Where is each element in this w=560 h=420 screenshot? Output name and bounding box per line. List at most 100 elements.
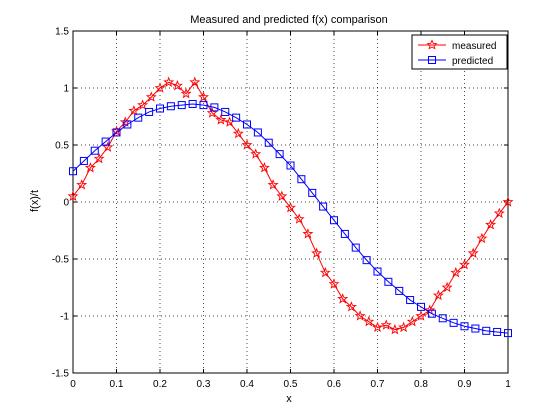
data-point-predicted (482, 326, 491, 335)
x-tick-label: 0.4 (240, 379, 254, 390)
data-point-measured (276, 190, 288, 201)
data-point-measured (380, 319, 392, 330)
data-point-measured (441, 281, 453, 293)
data-point-predicted (460, 322, 469, 331)
data-point-measured (476, 232, 488, 244)
data-point-predicted (90, 146, 99, 155)
x-tick-label: 0.9 (458, 379, 472, 390)
data-point-measured (198, 91, 209, 102)
data-point-measured (459, 258, 470, 270)
data-point-measured (485, 219, 497, 230)
data-point-predicted (373, 267, 382, 276)
data-point-measured (241, 139, 253, 150)
data-point-predicted (297, 175, 306, 184)
data-point-measured (128, 105, 140, 116)
data-point-predicted (330, 216, 338, 225)
data-point-measured (145, 91, 157, 102)
x-tick-label: 1 (505, 379, 511, 390)
data-point-measured (67, 190, 79, 201)
x-tick-label: 0 (70, 379, 76, 390)
x-tick-label: 0.3 (197, 379, 211, 390)
chart-title: Measured and predicted f(x) comparison (190, 14, 387, 26)
y-tick-label: -1 (60, 312, 69, 323)
data-point-measured (354, 310, 366, 321)
data-point-measured (258, 162, 270, 173)
data-point-predicted (449, 318, 458, 327)
y-tick-label: 0.5 (55, 141, 69, 152)
plot-area: 0 0.1 0.2 0.3 0.4 0.5 0.6 0.7 0.8 0.9 1 -1.5 -1 -0.5 0… (52, 27, 514, 390)
data-point-predicted (69, 167, 77, 176)
data-point-predicted (417, 302, 425, 311)
legend-label-measured: measured (452, 41, 496, 52)
data-point-predicted (199, 101, 208, 110)
data-point-measured (398, 321, 410, 333)
data-point-predicted (384, 277, 393, 286)
data-point-predicted (232, 113, 241, 122)
data-point-measured (250, 148, 262, 159)
data-point-measured (189, 76, 201, 87)
data-point-predicted (493, 327, 502, 336)
data-point-measured (337, 293, 349, 304)
data-point-measured (215, 114, 227, 125)
y-tick-label: 1 (63, 84, 69, 95)
y-tick-label: 0 (63, 198, 69, 209)
data-point-measured (163, 76, 175, 87)
legend-label-predicted: predicted (452, 56, 493, 67)
data-point-measured (502, 196, 514, 207)
series-line-measured (72, 81, 509, 331)
x-axis-label: x (286, 393, 292, 405)
data-point-measured (302, 228, 314, 239)
data-point-predicted (221, 107, 230, 116)
x-tick-label: 0.5 (284, 379, 298, 390)
data-point-measured (389, 323, 401, 335)
x-tick-label: 0.1 (110, 379, 124, 390)
x-tick-label: 0.6 (327, 379, 341, 390)
data-point-predicted (438, 314, 447, 323)
data-point-measured (93, 152, 105, 164)
data-point-measured (102, 141, 114, 152)
data-point-measured (432, 289, 444, 301)
data-point-predicted (351, 243, 360, 252)
data-point-predicted (134, 113, 143, 122)
data-point-predicted (79, 156, 88, 165)
data-point-predicted (362, 256, 371, 265)
data-point-measured (285, 201, 296, 213)
data-point-measured (206, 107, 218, 118)
data-point-measured (180, 87, 192, 99)
data-point-predicted (395, 286, 404, 295)
data-point-predicted (427, 309, 436, 318)
data-point-measured (171, 79, 183, 91)
data-point-measured (406, 315, 418, 327)
data-point-measured (415, 310, 427, 321)
data-point-measured (154, 82, 166, 93)
data-point-predicted (471, 324, 480, 333)
data-point-measured (84, 162, 96, 173)
data-point-predicted (264, 138, 273, 147)
data-point-measured (293, 213, 305, 224)
data-point-measured (493, 207, 505, 219)
y-axis-label: f(x)/t (29, 190, 41, 212)
data-point-measured (137, 99, 149, 110)
y-tick-label: 1.5 (55, 27, 69, 38)
data-point-predicted (340, 229, 349, 238)
data-point-predicted (286, 161, 295, 170)
data-point-measured (363, 315, 375, 327)
data-point-predicted (243, 120, 251, 129)
data-point-predicted (156, 104, 164, 113)
data-point-measured (319, 266, 331, 278)
data-point-measured (328, 278, 340, 289)
data-point-predicted (253, 128, 262, 137)
data-point-predicted (145, 107, 154, 116)
data-point-predicted (504, 329, 512, 338)
data-point-predicted (123, 120, 132, 129)
data-point-predicted (275, 150, 284, 159)
data-point-predicted (101, 137, 110, 146)
data-point-measured (372, 321, 383, 333)
legend: measured predicted (411, 34, 508, 70)
data-point-predicted (319, 202, 328, 211)
x-tick-label: 0.2 (153, 379, 167, 390)
data-point-predicted (112, 128, 121, 137)
data-point-measured (467, 247, 479, 258)
